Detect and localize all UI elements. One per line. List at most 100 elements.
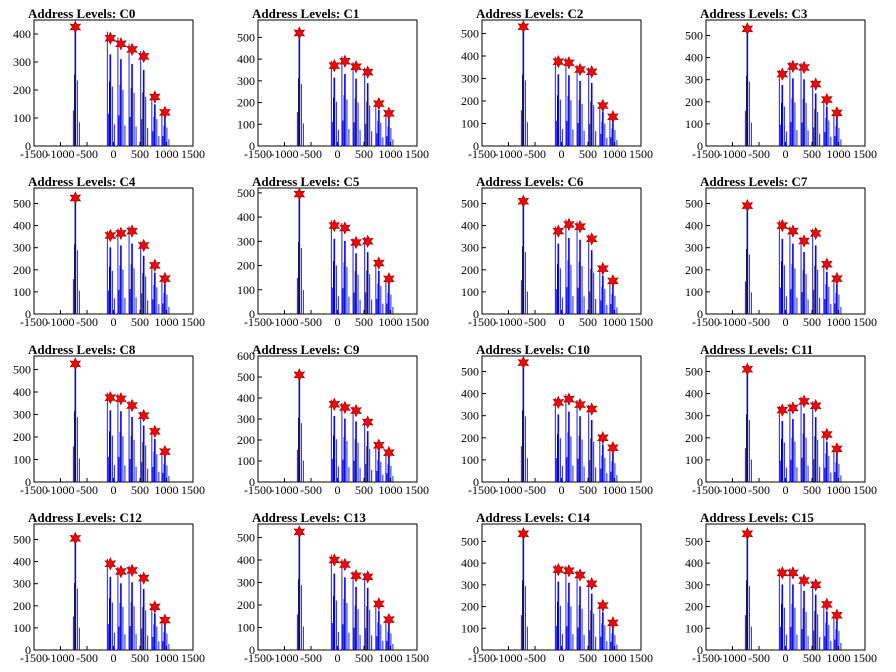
x-tick-label: 1500 — [629, 147, 653, 161]
peak-star-marker — [328, 58, 341, 73]
histogram-panel-c4: Address Levels: C4 0 100 200 300 400 500 -1500-… — [0, 168, 224, 336]
y-tick-label: 400 — [461, 49, 479, 63]
peak-star-marker — [831, 271, 843, 286]
peak-star-marker — [339, 557, 351, 572]
peak-star-marker — [607, 616, 619, 630]
x-tick-label: 500 — [131, 651, 149, 665]
x-tick-label: 1500 — [405, 651, 429, 665]
peak-star-marker — [809, 398, 822, 413]
y-tick-label: 400 — [685, 387, 703, 401]
y-tick-label: 100 — [237, 454, 255, 468]
y-tick-label: 400 — [685, 219, 703, 233]
plot-frame — [481, 523, 642, 651]
y-tick-label: 100 — [685, 621, 703, 635]
x-tick-label: 1000 — [827, 315, 851, 329]
x-tick-label: -1000 — [495, 315, 523, 329]
peak-star-marker — [372, 438, 385, 452]
y-tick-label: 300 — [685, 409, 703, 423]
y-tick-label: 0 — [249, 307, 255, 321]
peak-star-marker — [159, 105, 171, 120]
peak-star-marker — [115, 226, 127, 241]
x-tick-label: -1500 — [244, 651, 272, 665]
y-tick-label: 200 — [237, 96, 255, 110]
histogram-plot: 0 100 200 300 400 500 -1500-1000 -500 0 500 1000 15… — [461, 355, 653, 497]
peak-star-marker — [339, 54, 351, 69]
y-tick-label: 100 — [461, 621, 479, 635]
y-tick-label: 500 — [461, 364, 479, 378]
x-tick-label: -500 — [524, 483, 546, 497]
y-tick-label: 200 — [685, 263, 703, 277]
x-tick-label: 0 — [783, 651, 789, 665]
peak-star-marker — [104, 390, 117, 405]
peak-star-marker — [585, 232, 598, 246]
y-tick-label: 100 — [13, 621, 31, 635]
peak-star-marker — [820, 427, 833, 442]
peak-star-marker — [741, 362, 754, 377]
histogram-plot: 0 100 200 300 400 500 -1500-1000 -500 0 500 1000 15… — [13, 187, 205, 329]
y-tick-label: 0 — [697, 643, 703, 657]
y-tick-label: 0 — [25, 307, 31, 321]
y-tick-label: 100 — [237, 621, 255, 635]
x-tick-label: 0 — [335, 315, 341, 329]
x-tick-label: 1000 — [827, 483, 851, 497]
peak-star-marker — [339, 400, 351, 415]
y-tick-label: 0 — [473, 643, 479, 657]
histogram-panel-c9: Address Levels: C9 0 100 200 300 400 500 600 -15… — [224, 336, 448, 504]
peak-star-marker — [820, 257, 833, 272]
y-tick-label: 0 — [473, 307, 479, 321]
x-tick-label: 500 — [579, 483, 597, 497]
x-tick-label: 1500 — [181, 315, 205, 329]
x-tick-label: 1500 — [853, 651, 877, 665]
peak-star-marker — [607, 110, 619, 124]
x-tick-label: 1500 — [853, 147, 877, 161]
peak-star-marker — [126, 563, 138, 578]
x-tick-label: 1500 — [181, 483, 205, 497]
y-tick-label: 500 — [685, 28, 703, 42]
histogram-plot: 0 100 200 300 400 500 -1500-1000 -500 0 500 1000 15… — [237, 186, 429, 329]
y-tick-label: 500 — [461, 27, 479, 41]
peak-star-marker — [776, 566, 789, 580]
panel-title: Address Levels: C0 — [28, 6, 136, 21]
panel-title: Address Levels: C11 — [700, 342, 814, 357]
x-tick-label: -1500 — [692, 651, 720, 665]
x-tick-label: 500 — [579, 147, 597, 161]
y-tick-label: 0 — [249, 643, 255, 657]
y-tick-label: 100 — [13, 285, 31, 299]
histogram-panel-c6: Address Levels: C6 0 100 200 300 400 500 -1500-… — [448, 168, 672, 336]
peak-star-marker — [293, 187, 306, 201]
peak-star-marker — [831, 442, 843, 456]
x-tick-label: -500 — [76, 651, 98, 665]
x-tick-label: -1000 — [47, 315, 75, 329]
peak-star-marker — [820, 92, 833, 107]
peak-star-marker — [148, 600, 161, 614]
peak-star-marker — [69, 20, 82, 34]
y-tick-label: 300 — [13, 577, 31, 591]
x-tick-label: 1500 — [405, 147, 429, 161]
x-tick-label: 500 — [803, 483, 821, 497]
x-tick-label: -1000 — [271, 651, 299, 665]
y-tick-label: 400 — [13, 219, 31, 233]
x-tick-label: 1000 — [603, 315, 627, 329]
x-tick-label: -1500 — [468, 315, 496, 329]
x-tick-label: -1000 — [47, 651, 75, 665]
peak-star-marker — [596, 431, 609, 445]
y-tick-label: 200 — [685, 600, 703, 614]
y-tick-label: 300 — [13, 408, 31, 422]
peak-star-marker — [517, 355, 530, 370]
peak-star-marker — [776, 403, 789, 417]
x-tick-label: -500 — [76, 315, 98, 329]
x-tick-label: 0 — [559, 483, 565, 497]
x-tick-label: -1000 — [271, 147, 299, 161]
x-tick-label: 1000 — [379, 483, 403, 497]
peak-star-marker — [339, 221, 351, 235]
x-tick-label: 0 — [111, 483, 117, 497]
y-tick-label: 200 — [237, 259, 255, 273]
x-tick-label: -1000 — [719, 651, 747, 665]
panel-title: Address Levels: C3 — [700, 6, 808, 21]
peak-star-marker — [517, 194, 530, 209]
y-tick-label: 100 — [461, 285, 479, 299]
histogram-panel-c13: Address Levels: C13 0 100 200 300 400 500 -1500… — [224, 504, 448, 672]
y-tick-label: 400 — [237, 210, 255, 224]
x-tick-label: -500 — [300, 315, 322, 329]
peak-star-marker — [104, 228, 117, 243]
